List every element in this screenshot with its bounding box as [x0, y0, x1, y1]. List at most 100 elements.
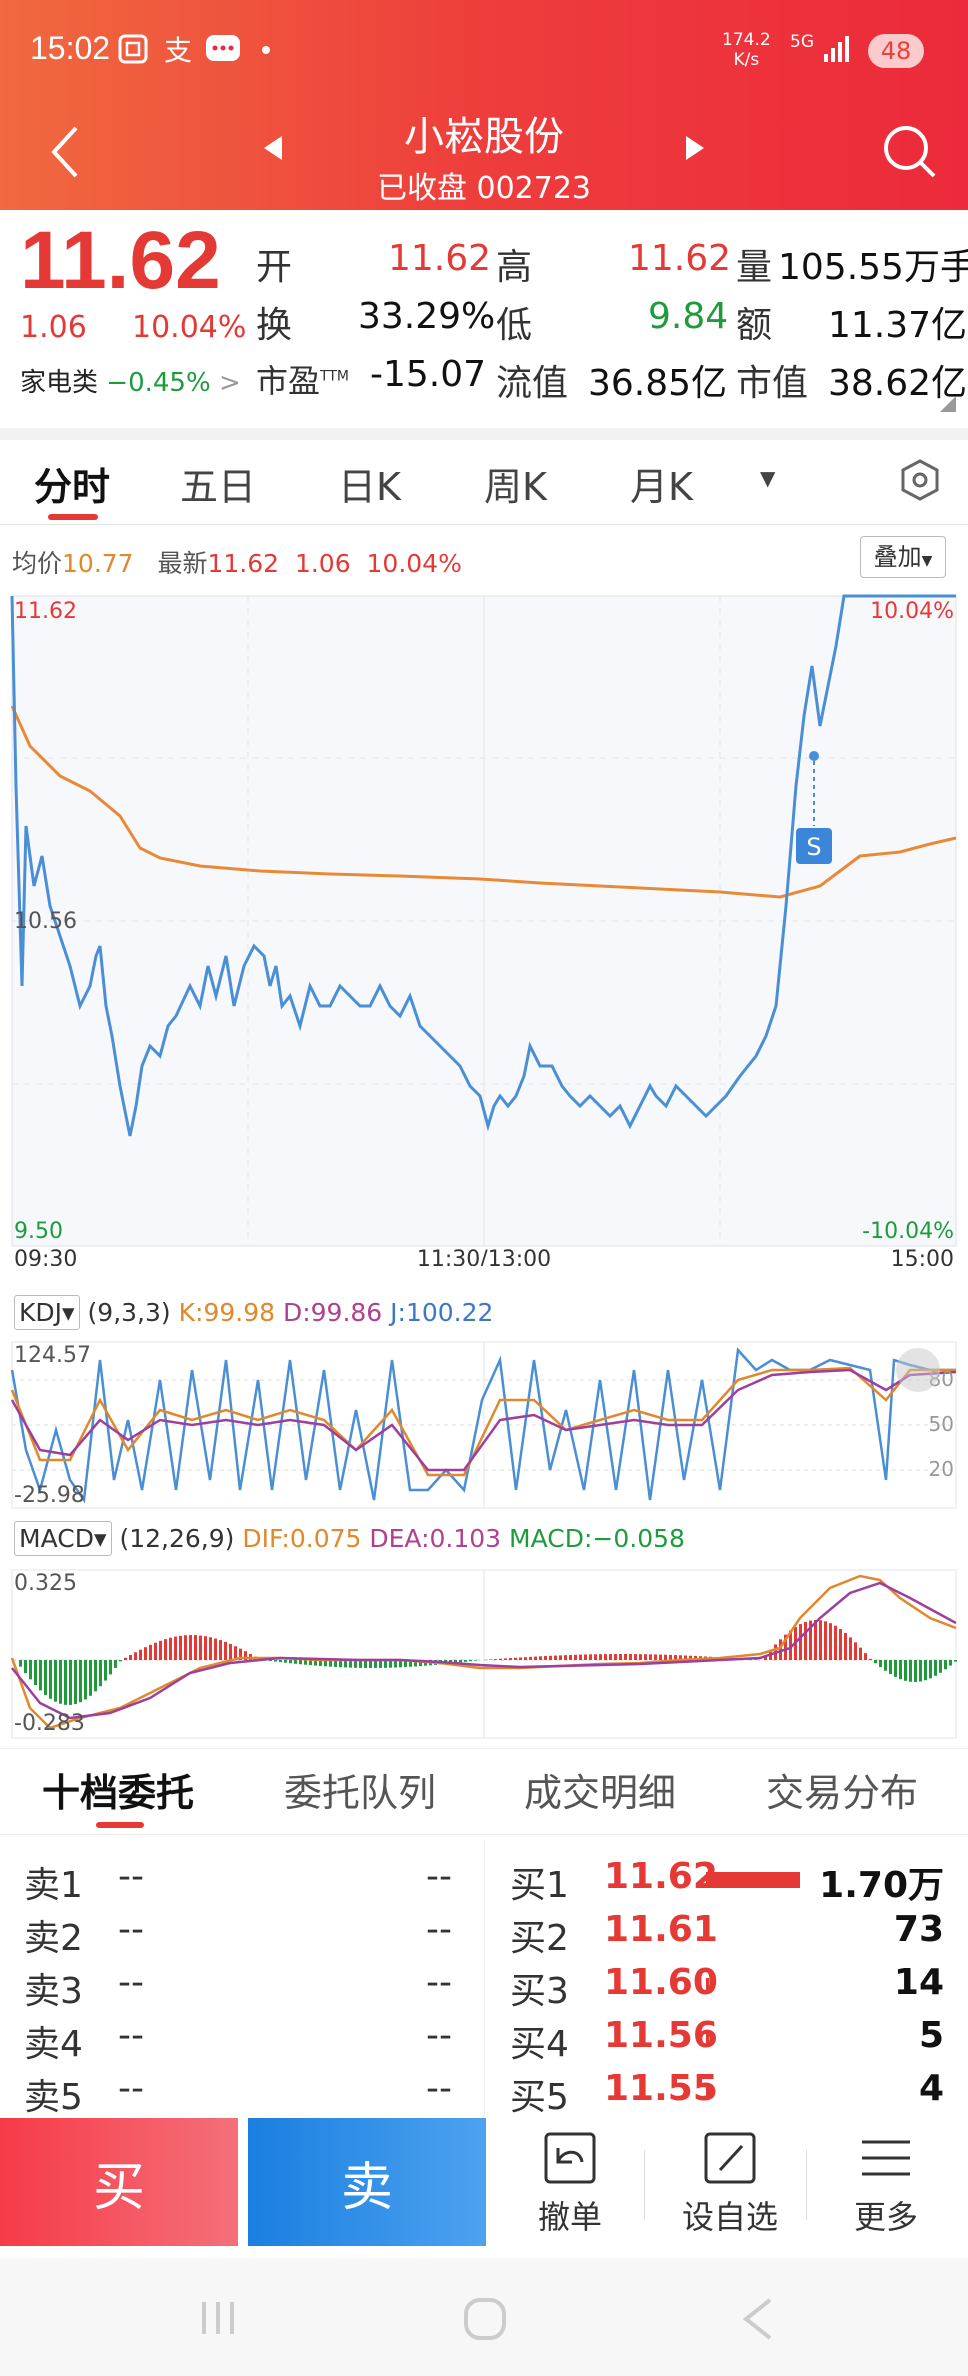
macd-histogram-bar: [149, 1644, 152, 1660]
pct-top-label: 10.04%: [870, 599, 954, 624]
tab-day-k[interactable]: 日K: [338, 465, 401, 509]
macd-histogram-bar: [784, 1634, 787, 1660]
macd-histogram-bar: [764, 1655, 767, 1660]
macd-histogram-bar: [159, 1640, 162, 1660]
avg-price-line: [10, 705, 957, 899]
tab-minute[interactable]: 分时: [34, 465, 111, 509]
volume-label: 量: [736, 247, 773, 288]
tab-month-k[interactable]: 月K: [630, 465, 693, 509]
buy-level-volume: 5: [918, 2015, 944, 2056]
macd-histogram-bar: [114, 1660, 117, 1668]
macd-histogram-bar: [789, 1630, 792, 1660]
macd-histogram-bar: [949, 1660, 952, 1666]
macd-histogram-bar: [659, 1654, 662, 1660]
back-icon[interactable]: [46, 122, 82, 186]
macd-histogram-bar: [494, 1659, 497, 1660]
macd-histogram-bar: [929, 1660, 932, 1679]
signal-marker-label: S: [806, 833, 821, 861]
macd-histogram-bar: [849, 1637, 852, 1660]
macd-histogram-bar: [224, 1641, 227, 1660]
signal-marker[interactable]: [796, 828, 832, 864]
macd-histogram-bar: [529, 1656, 532, 1660]
sell-level-price: --: [118, 1856, 144, 1897]
amount-label: 额: [736, 305, 773, 346]
macd-histogram-bar: [554, 1655, 557, 1660]
sell-button[interactable]: 卖: [248, 2118, 486, 2246]
kdj-chart[interactable]: 124.57 -25.98 80 50 20: [0, 1340, 968, 1510]
macd-histogram-bar: [559, 1655, 562, 1660]
cancel-order-icon[interactable]: [540, 2128, 600, 2192]
macd-histogram-bar: [584, 1654, 587, 1660]
tab-order-queue[interactable]: 委托队列: [284, 1771, 437, 1815]
buy-level-price: 11.62: [604, 1856, 718, 1897]
macd-histogram-bar: [639, 1654, 642, 1660]
recent-apps-icon[interactable]: [196, 2296, 240, 2344]
kdj-selector[interactable]: KDJ▾: [14, 1295, 80, 1330]
macd-histogram-bar: [334, 1660, 337, 1667]
more-menu-label[interactable]: 更多: [853, 2198, 918, 2236]
sell-level-volume: --: [426, 1962, 452, 2003]
overlay-button[interactable]: 叠加▼: [860, 536, 946, 578]
stock-name: 小崧股份: [404, 114, 564, 160]
macd-histogram-bar: [869, 1658, 872, 1660]
price-change: 1.06: [20, 310, 87, 345]
macd-histogram-bar: [154, 1642, 157, 1660]
macd-histogram-bar: [129, 1654, 132, 1660]
add-watchlist-label[interactable]: 设自选: [681, 2198, 778, 2236]
sell-level-price: --: [118, 2068, 144, 2109]
nav-back-icon[interactable]: [738, 2296, 778, 2346]
y-mid-label: 10.56: [14, 909, 77, 934]
volume-value: 105.55万手: [778, 247, 968, 288]
macd-histogram-bar: [454, 1660, 457, 1663]
tab-trade-detail[interactable]: 成交明细: [524, 1771, 677, 1815]
cancel-order-label[interactable]: 撤单: [537, 2198, 602, 2236]
tab-five-day[interactable]: 五日: [180, 465, 257, 509]
macd-histogram-bar: [579, 1654, 582, 1660]
high-label: 高: [496, 247, 533, 288]
kdj-y-bottom: -25.98: [14, 1483, 85, 1508]
macd-histogram-bar: [934, 1660, 937, 1676]
macd-chart[interactable]: 0.325 -0.283: [0, 1568, 968, 1740]
more-menu-icon[interactable]: [856, 2128, 916, 2192]
minute-chart[interactable]: S 11.62 10.56 9.50 10.04% -10.04% 09:30 …: [0, 586, 968, 1266]
tab-more[interactable]: 更多▼: [754, 466, 792, 1020]
macd-histogram-bar: [944, 1660, 947, 1670]
macd-selector[interactable]: MACD▾: [14, 1521, 112, 1556]
sector-info[interactable]: 家电类 −0.45% >: [20, 368, 241, 398]
macd-histogram-bar: [614, 1654, 617, 1660]
macd-histogram-bar: [819, 1620, 822, 1660]
prev-stock-icon[interactable]: [262, 134, 284, 166]
tab-week-k[interactable]: 周K: [484, 465, 547, 509]
tab-trade-distribution[interactable]: 交易分布: [766, 1771, 919, 1815]
tab-ten-level[interactable]: 十档委托: [42, 1771, 195, 1815]
search-icon[interactable]: [880, 122, 940, 186]
macd-histogram-bar: [274, 1660, 277, 1662]
macd-histogram-bar: [139, 1649, 142, 1660]
macd-histogram-bar: [214, 1638, 217, 1660]
macd-histogram-bar: [309, 1660, 312, 1666]
macd-histogram-bar: [954, 1660, 957, 1662]
expand-corner-icon[interactable]: [940, 396, 956, 412]
buy-level-price: 11.56: [604, 2015, 718, 2056]
y-top-label: 11.62: [14, 599, 77, 624]
macd-histogram-bar: [519, 1657, 522, 1660]
home-icon[interactable]: [462, 2296, 508, 2346]
macd-histogram-bar: [859, 1647, 862, 1660]
macd-histogram-bar: [689, 1655, 692, 1660]
sell-level-price: --: [118, 1962, 144, 2003]
buy-button[interactable]: 买: [0, 2118, 238, 2246]
status-time: 15:02: [30, 30, 111, 66]
add-watchlist-icon[interactable]: [700, 2128, 760, 2192]
macd-histogram-bar: [94, 1660, 97, 1692]
open-label: 开: [256, 247, 293, 288]
macd-histogram-bar: [229, 1643, 232, 1660]
macd-histogram-bar: [269, 1660, 272, 1662]
macd-histogram-bar: [824, 1621, 827, 1660]
settings-hex-icon[interactable]: [898, 458, 942, 506]
macd-histogram-bar: [179, 1635, 182, 1660]
macd-histogram-bar: [314, 1660, 317, 1666]
fullscreen-toggle-icon[interactable]: [896, 1348, 940, 1392]
buy-level-volume: 73: [893, 1909, 944, 1950]
low-label: 低: [496, 305, 533, 346]
next-stock-icon[interactable]: [684, 134, 706, 166]
